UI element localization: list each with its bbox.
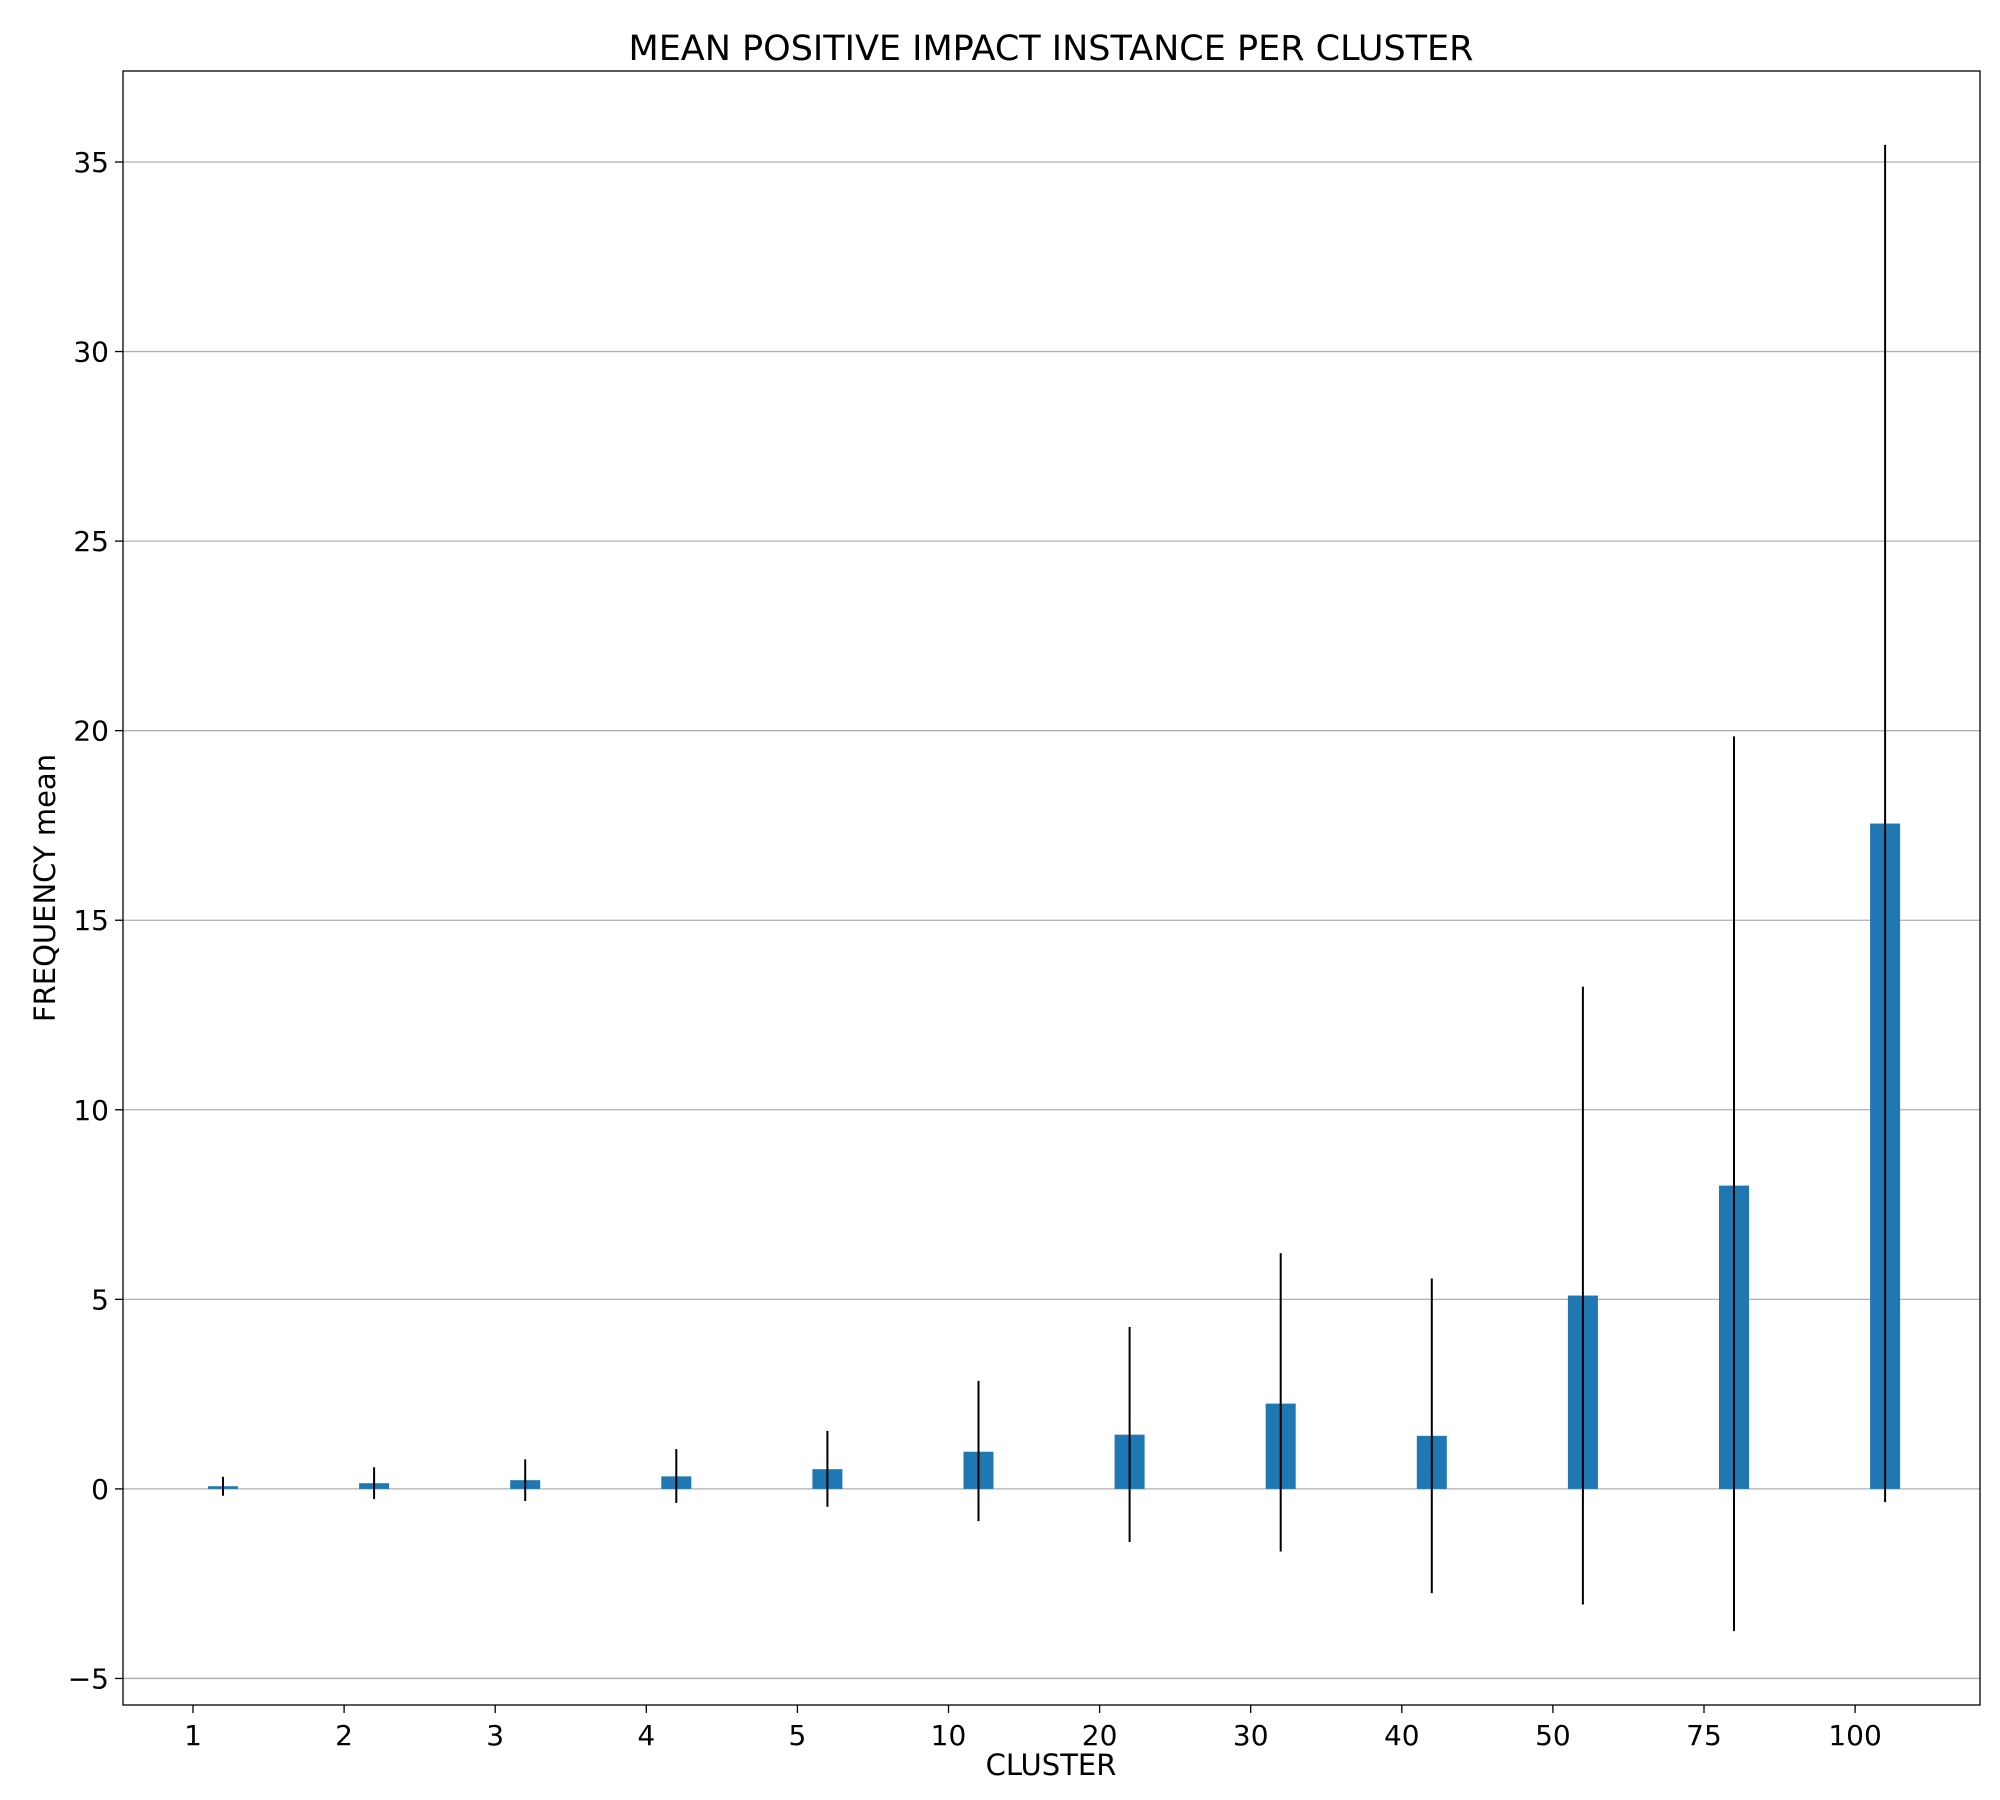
- x-tick-label: 40: [1384, 1719, 1420, 1752]
- plot-frame: [122, 70, 1981, 1706]
- y-axis-ticks: −5 0 5 10 15 20 25 30 35: [68, 146, 123, 1695]
- y-tick-label: 25: [73, 525, 109, 558]
- gridlines: [123, 161, 1980, 1680]
- x-axis-label: CLUSTER: [986, 1748, 1117, 1782]
- y-tick-label: −5: [68, 1662, 109, 1695]
- y-tick-label: 30: [73, 336, 109, 369]
- x-tick-label: 3: [486, 1719, 504, 1752]
- y-tick-label: 15: [73, 904, 109, 937]
- x-tick-label: 1: [184, 1719, 202, 1752]
- x-tick-label: 100: [1828, 1719, 1881, 1752]
- y-tick-label: 35: [73, 146, 109, 179]
- y-tick-label: 10: [73, 1094, 109, 1127]
- y-axis-label: FREQUENCY mean: [28, 754, 62, 1022]
- x-tick-label: 75: [1686, 1719, 1722, 1752]
- error-bars: [222, 144, 1887, 1632]
- x-tick-label: 30: [1233, 1719, 1269, 1752]
- x-tick-label: 5: [788, 1719, 806, 1752]
- y-tick-label: 0: [91, 1473, 109, 1506]
- y-tick-label: 20: [73, 715, 109, 748]
- x-axis-ticks: 1 2 3 4 5 10 20 30 40 50 75 100: [184, 1705, 1882, 1752]
- chart-title: MEAN POSITIVE IMPACT INSTANCE PER CLUSTE…: [629, 29, 1474, 69]
- y-tick-label: 5: [91, 1283, 109, 1316]
- x-tick-label: 2: [335, 1719, 353, 1752]
- x-tick-label: 10: [931, 1719, 967, 1752]
- x-tick-label: 50: [1535, 1719, 1571, 1752]
- x-tick-label: 4: [637, 1719, 655, 1752]
- x-tick-label: 20: [1082, 1719, 1118, 1752]
